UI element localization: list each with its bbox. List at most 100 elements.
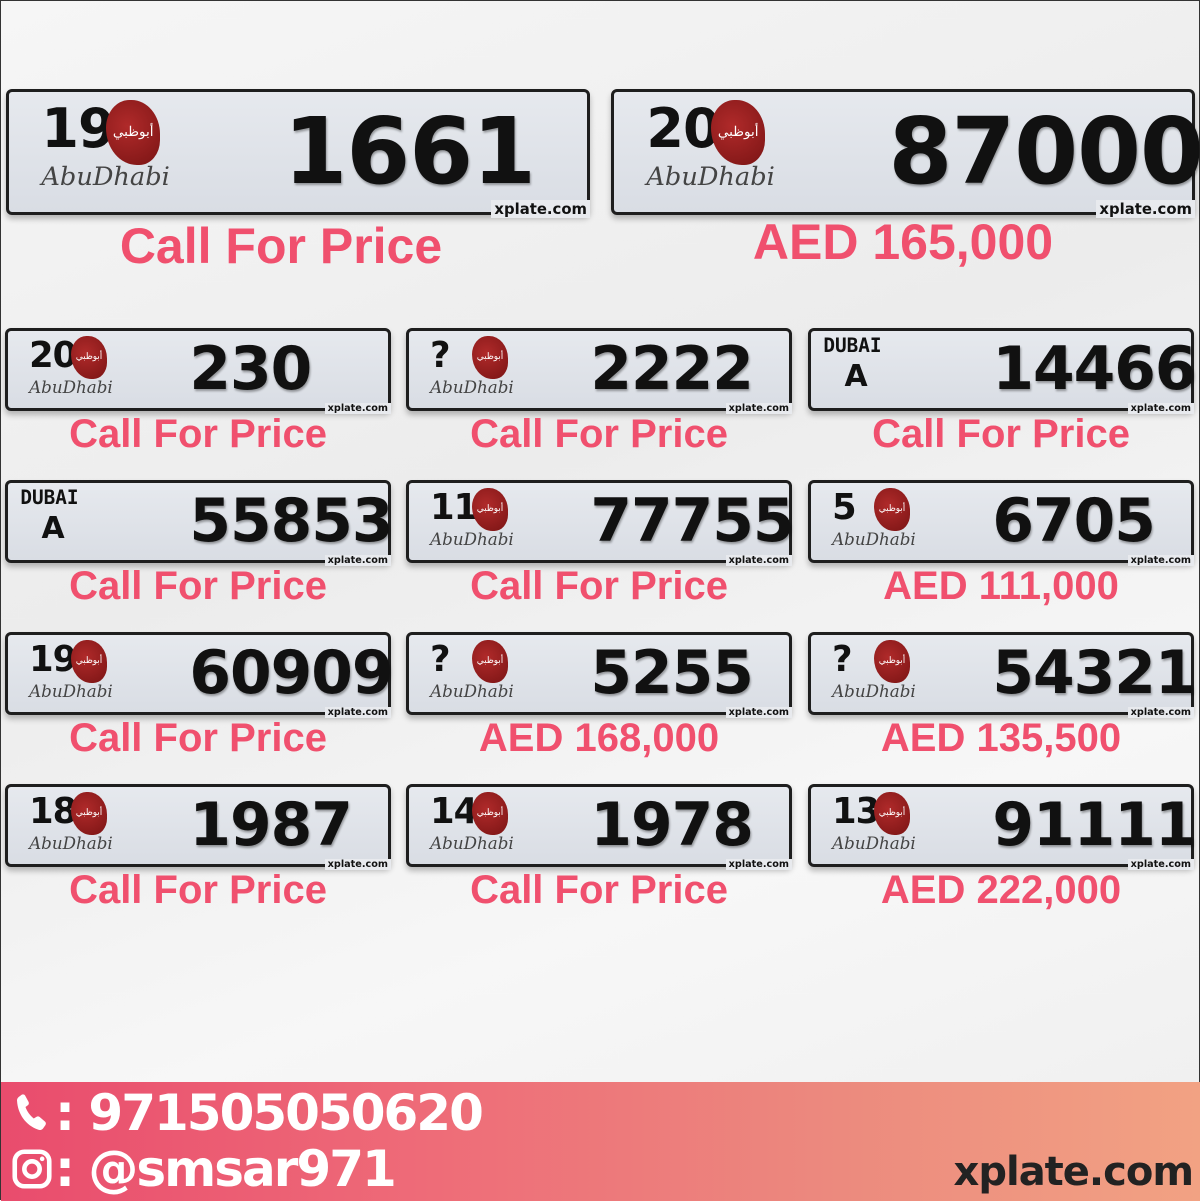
abu-dhabi-label: AbuDhabi: [832, 680, 916, 701]
price-label: Call For Price: [872, 412, 1130, 456]
dubai-label: DUBAI: [823, 334, 882, 358]
watermark: xplate.com: [324, 403, 391, 414]
price-label: Call For Price: [69, 564, 327, 608]
plate-code: 19: [29, 638, 77, 680]
plate-number: 60909: [189, 638, 393, 708]
abu-dhabi-label: AbuDhabi: [646, 162, 775, 193]
plate-number: 55853: [189, 486, 393, 556]
watermark: xplate.com: [1127, 555, 1194, 566]
plate-number: 1661: [283, 98, 535, 205]
abu-dhabi-logo-icon: أبوظبي: [472, 640, 508, 683]
watermark: xplate.com: [725, 403, 792, 414]
plate-number: 2222: [590, 334, 754, 404]
watermark: xplate.com: [491, 200, 590, 218]
watermark: xplate.com: [324, 859, 391, 870]
phone-icon: [17, 1094, 46, 1131]
phone-line[interactable]: : 971505050620: [9, 1084, 484, 1142]
abu-dhabi-logo-icon: أبوظبي: [106, 100, 161, 165]
plate-code: ?: [832, 638, 852, 680]
price-label: Call For Price: [119, 218, 443, 274]
watermark: xplate.com: [1127, 859, 1194, 870]
plate-card[interactable]: 5 أبوظبي AbuDhabi 6705 xplate.com: [808, 480, 1194, 566]
plate-card[interactable]: 18 أبوظبي AbuDhabi 1987 xplate.com: [5, 784, 391, 870]
plate-card[interactable]: ? أبوظبي AbuDhabi 2222 xplate.com: [406, 328, 792, 414]
price-label: Call For Price: [470, 564, 728, 608]
plate-number: 87000: [888, 98, 1200, 205]
plate-code: 19: [41, 97, 115, 161]
price-label: Call For Price: [69, 868, 327, 912]
plate-code: ?: [430, 334, 450, 376]
price-label: AED 165,000: [752, 214, 1054, 270]
price-label: AED 111,000: [883, 564, 1119, 608]
plate-code: 18: [29, 790, 77, 832]
plate-code: 20: [646, 97, 720, 161]
plate-number: 14466: [992, 334, 1196, 404]
watermark: xplate.com: [324, 555, 391, 566]
plate-code: 14: [430, 790, 478, 832]
contact-footer: : 971505050620 : @smsar971 xplate.com: [1, 1082, 1200, 1201]
abu-dhabi-label: AbuDhabi: [430, 528, 514, 549]
abu-dhabi-label: AbuDhabi: [29, 832, 113, 853]
plate-card[interactable]: ? أبوظبي AbuDhabi 54321 xplate.com: [808, 632, 1197, 718]
plate-number: 230: [189, 334, 312, 404]
abu-dhabi-logo-icon: أبوظبي: [71, 640, 107, 683]
plate-number: 54321: [992, 638, 1196, 708]
plate-code: A: [844, 359, 867, 395]
price-label: AED 222,000: [880, 868, 1122, 912]
abu-dhabi-label: AbuDhabi: [430, 376, 514, 397]
watermark: xplate.com: [725, 555, 792, 566]
price-label: Call For Price: [470, 412, 728, 456]
abu-dhabi-label: AbuDhabi: [41, 162, 170, 193]
watermark: xplate.com: [1127, 707, 1194, 718]
plate-card[interactable]: 20 أبوظبي AbuDhabi 230 xplate.com: [5, 328, 391, 414]
plate-number: 91111: [992, 790, 1196, 860]
plate-code: 11: [430, 486, 478, 528]
abu-dhabi-label: AbuDhabi: [430, 832, 514, 853]
site-name[interactable]: xplate.com: [953, 1149, 1194, 1195]
abu-dhabi-label: AbuDhabi: [29, 680, 113, 701]
instagram-icon: [12, 1149, 52, 1189]
plate-card[interactable]: 19 أبوظبي AbuDhabi 1661 xplate.com: [6, 89, 590, 218]
plate-code: ?: [430, 638, 450, 680]
plate-number: 1978: [590, 790, 754, 860]
price-label: AED 168,000: [478, 716, 720, 760]
plate-card[interactable]: DUBAI A 14466 xplate.com: [808, 328, 1197, 414]
abu-dhabi-label: AbuDhabi: [832, 832, 916, 853]
plate-card[interactable]: ? أبوظبي AbuDhabi 5255 xplate.com: [406, 632, 792, 718]
plate-number: 1987: [189, 790, 353, 860]
abu-dhabi-logo-icon: أبوظبي: [472, 488, 508, 531]
abu-dhabi-logo-icon: أبوظبي: [711, 100, 766, 165]
price-label: Call For Price: [69, 716, 327, 760]
plate-number: 77755: [590, 486, 794, 556]
plate-code: 20: [29, 334, 77, 376]
plate-number: 6705: [992, 486, 1156, 556]
price-label: AED 135,500: [880, 716, 1122, 760]
abu-dhabi-label: AbuDhabi: [832, 528, 916, 549]
plate-card[interactable]: DUBAI A 55853 xplate.com: [5, 480, 394, 566]
price-label: Call For Price: [470, 868, 728, 912]
plate-card[interactable]: 20 أبوظبي AbuDhabi 87000 xplate.com: [611, 89, 1200, 218]
abu-dhabi-logo-icon: أبوظبي: [71, 792, 107, 835]
plate-card[interactable]: 13 أبوظبي AbuDhabi 91111 xplate.com: [808, 784, 1197, 870]
instagram-handle: : @smsar971: [55, 1140, 397, 1198]
watermark: xplate.com: [725, 707, 792, 718]
phone-number: : 971505050620: [55, 1084, 484, 1142]
abu-dhabi-logo-icon: أبوظبي: [472, 336, 508, 379]
watermark: xplate.com: [324, 707, 391, 718]
instagram-line[interactable]: : @smsar971: [9, 1140, 397, 1198]
abu-dhabi-logo-icon: أبوظبي: [874, 488, 910, 531]
abu-dhabi-logo-icon: أبوظبي: [71, 336, 107, 379]
plate-card[interactable]: 14 أبوظبي AbuDhabi 1978 xplate.com: [406, 784, 792, 870]
plate-code: 13: [832, 790, 880, 832]
dubai-label: DUBAI: [20, 486, 79, 510]
plate-card[interactable]: 19 أبوظبي AbuDhabi 60909 xplate.com: [5, 632, 394, 718]
watermark: xplate.com: [1096, 200, 1195, 218]
price-label: Call For Price: [69, 412, 327, 456]
watermark: xplate.com: [725, 859, 792, 870]
plate-card[interactable]: 11 أبوظبي AbuDhabi 77755 xplate.com: [406, 480, 795, 566]
abu-dhabi-logo-icon: أبوظبي: [472, 792, 508, 835]
plate-number: 5255: [590, 638, 754, 708]
watermark: xplate.com: [1127, 403, 1194, 414]
plate-code: A: [41, 511, 64, 547]
plate-code: 5: [832, 486, 857, 528]
